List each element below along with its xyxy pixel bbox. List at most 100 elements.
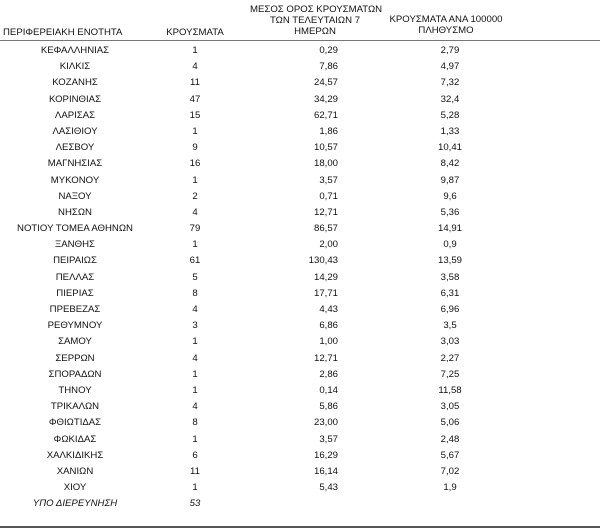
cases-per-100000-cell: 4,97	[440, 61, 460, 73]
cases-per-100000-cell: 7,25	[440, 368, 460, 380]
cases-per-100000-cell: 5,06	[440, 417, 460, 429]
seven-day-average-cell: 17,71	[313, 287, 338, 299]
seven-day-average-cell: 1,86	[319, 125, 338, 137]
cases-per-100000-cell: 11,58	[438, 384, 462, 396]
header-per-line-2: ΠΛΗΘΥΣΜΟ	[418, 25, 474, 36]
table-row: ΝΟΤΙΟΥ ΤΟΜΕΑ ΑΘΗΝΩΝ 79 86,57 14,91	[0, 221, 600, 237]
header-seven-day-average: ΜΕΣΟΣ ΟΡΟΣ ΚΡΟΥΣΜΑΤΩΝ ΤΩΝ ΤΕΛΕΥΤΑΙΩΝ 7 Η…	[250, 4, 383, 37]
cases-cell: 4	[192, 61, 198, 73]
cases-cell: 1	[192, 384, 198, 396]
seven-day-average-cell: 14,29	[313, 271, 338, 283]
cases-per-100000-cell: 7,32	[440, 77, 460, 89]
cases-cell: 5	[192, 271, 198, 283]
table-row: ΧΑΛΚΙΔΙΚΗΣ 6 16,29 5,67	[0, 448, 600, 464]
table-row: ΧΑΝΙΩΝ 11 16,14 7,02	[0, 464, 600, 480]
cases-cell: 1	[192, 482, 198, 494]
pending-investigation-row: ΥΠΟ ΔΙΕΡΕΥΝΗΣΗ 53	[0, 496, 600, 512]
seven-day-average-cell: 5,86	[319, 401, 338, 413]
region-cell: ΚΕΦΑΛΛΗΝΙΑΣ	[40, 45, 110, 56]
region-cell: ΚΟΖΑΝΗΣ	[52, 77, 98, 89]
header-avg-line-3: ΗΜΕΡΩΝ	[294, 26, 336, 37]
region-cell: ΣΠΟΡΑΔΩΝ	[48, 368, 102, 380]
cases-per-100000-cell: 6,31	[440, 287, 460, 299]
cases-cell: 1	[192, 45, 198, 56]
seven-day-average-cell: 34,29	[313, 93, 338, 105]
seven-day-average-cell: 4,43	[319, 304, 338, 315]
cases-cell: 1	[192, 433, 198, 445]
seven-day-average-cell: 24,57	[313, 77, 338, 89]
region-cell: ΤΡΙΚΑΛΩΝ	[50, 401, 100, 413]
table-row: ΚΕΦΑΛΛΗΝΙΑΣ 1 0,29 2,79	[0, 43, 600, 59]
seven-day-average-cell: 23,00	[313, 417, 338, 429]
region-cell: ΞΑΝΘΗΣ	[55, 239, 95, 251]
seven-day-average-cell: 2,00	[319, 239, 338, 251]
seven-day-average-cell: 7,86	[319, 61, 338, 73]
table-row: ΚΙΛΚΙΣ 4 7,86 4,97	[0, 59, 600, 75]
cases-cell: 79	[189, 223, 201, 235]
cases-cell: 16	[189, 158, 201, 170]
seven-day-average-cell: 130,43	[308, 255, 338, 267]
table-row: ΤΗΝΟΥ 1 0,14 11,58	[0, 383, 600, 399]
region-cell: ΣΕΡΡΩΝ	[55, 352, 95, 364]
table-row: ΠΙΕΡΙΑΣ 8 17,71 6,31	[0, 286, 600, 302]
seven-day-average-cell: 0,71	[319, 190, 338, 202]
cases-per-100000-cell: 2,27	[440, 352, 460, 364]
table-row: ΛΑΣΙΘΙΟΥ 1 1,86 1,33	[0, 124, 600, 140]
region-cell: ΜΥΚΟΝΟΥ	[50, 174, 100, 186]
cases-per-100000-cell: 3,58	[440, 271, 460, 283]
cases-cell: 8	[192, 287, 198, 299]
region-cell: ΠΙΕΡΙΑΣ	[56, 287, 94, 299]
seven-day-average-cell: 12,71	[313, 206, 338, 218]
region-cell: ΠΡΕΒΕΖΑΣ	[49, 304, 101, 315]
seven-day-average-cell: 2,86	[319, 368, 338, 380]
table-row: ΞΑΝΘΗΣ 1 2,00 0,9	[0, 237, 600, 253]
cases-cell: 4	[192, 352, 198, 364]
region-cell: ΛΑΡΙΣΑΣ	[54, 109, 96, 121]
header-avg-line-1: ΜΕΣΟΣ ΟΡΟΣ ΚΡΟΥΣΜΑΤΩΝ	[250, 4, 383, 15]
region-cell: ΝΟΤΙΟΥ ΤΟΜΕΑ ΑΘΗΝΩΝ	[17, 223, 133, 235]
cases-cell: 1	[192, 239, 198, 251]
cases-per-100000-cell: 3,05	[440, 401, 460, 413]
table-row: ΚΟΡΙΝΘΙΑΣ 47 34,29 32,4	[0, 92, 600, 108]
table-header: ΠΕΡΙΦΕΡΕΙΑΚΗ ΕΝΟΤΗΤΑ ΚΡΟΥΣΜΑΤΑ ΜΕΣΟΣ ΟΡΟ…	[0, 0, 600, 42]
cases-per-100000-cell: 3,5	[443, 320, 457, 332]
cases-cell: 1	[192, 368, 198, 380]
cases-per-100000-cell: 9,87	[440, 174, 460, 186]
seven-day-average-cell: 3,57	[319, 433, 338, 445]
header-cases: ΚΡΟΥΣΜΑΤΑ	[166, 27, 224, 38]
seven-day-average-cell: 16,29	[313, 449, 338, 461]
cases-per-100000-cell: 1,33	[440, 125, 460, 137]
seven-day-average-cell: 3,57	[319, 174, 338, 186]
cases-cell: 1	[192, 336, 198, 348]
region-cell: ΧΙΟΥ	[63, 482, 87, 494]
region-cell: ΡΕΘΥΜΝΟΥ	[47, 320, 103, 332]
seven-day-average-cell: 0,14	[319, 384, 338, 396]
cases-cell: 2	[192, 190, 198, 202]
cases-per-100000-cell: 0,9	[443, 239, 457, 251]
region-cell: ΜΑΓΝΗΣΙΑΣ	[47, 158, 103, 170]
seven-day-average-cell: 86,57	[313, 223, 338, 235]
cases-per-100000-cell: 32,4	[440, 93, 460, 105]
region-cell: ΠΕΙΡΑΙΩΣ	[53, 255, 97, 267]
table-body: ΚΕΦΑΛΛΗΝΙΑΣ 1 0,29 2,79 ΚΙΛΚΙΣ 4 7,86 4,97 ΚΟΖΑΝ…	[0, 43, 600, 496]
table-row: ΠΡΕΒΕΖΑΣ 4 4,43 6,96	[0, 302, 600, 318]
region-cell: ΝΗΣΩΝ	[58, 206, 92, 218]
header-cases-per-100000: ΚΡΟΥΣΜΑΤΑ ΑΝΑ 100000 ΠΛΗΘΥΣΜΟ	[383, 14, 509, 36]
seven-day-average-cell: 62,71	[313, 109, 338, 121]
region-cell: ΦΩΚΙΔΑΣ	[53, 433, 97, 445]
table-row: ΠΕΛΛΑΣ 5 14,29 3,58	[0, 270, 600, 286]
seven-day-average-cell: 10,57	[313, 142, 338, 154]
region-cell: ΛΑΣΙΘΙΟΥ	[52, 125, 98, 137]
region-cell: ΚΙΛΚΙΣ	[59, 61, 91, 73]
cases-per-100000-cell: 5,36	[440, 206, 460, 218]
seven-day-average-cell: 0,29	[319, 45, 338, 56]
region-cell: ΦΘΙΩΤΙΔΑΣ	[48, 417, 102, 429]
region-cell: ΝΑΞΟΥ	[58, 190, 92, 202]
cases-cell: 8	[192, 417, 198, 429]
cases-per-100000-cell: 5,28	[440, 109, 460, 121]
seven-day-average-cell: 5,43	[319, 482, 338, 494]
table-row: ΧΙΟΥ 1 5,43 1,9	[0, 480, 600, 496]
table-row: ΠΕΙΡΑΙΩΣ 61 130,43 13,59	[0, 253, 600, 269]
cases-cell: 4	[192, 401, 198, 413]
cases-cell: 11	[190, 465, 200, 477]
